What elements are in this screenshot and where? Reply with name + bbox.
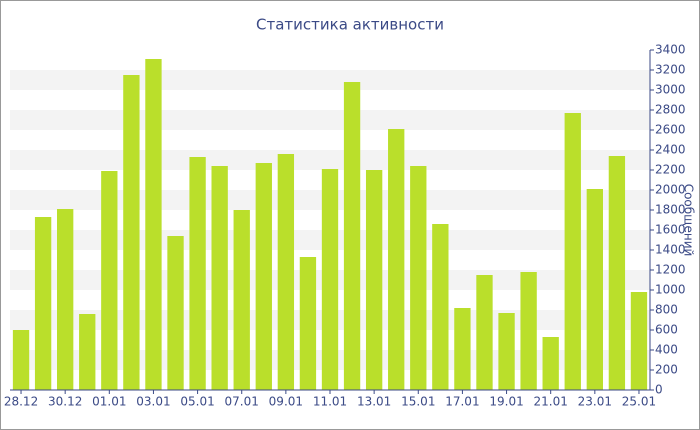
y-tick-label: 1400 [655,243,686,257]
y-tick-label: 1200 [655,263,686,277]
x-tick-label: 03.01 [136,395,170,409]
y-axis-label: Сообщений [682,184,696,257]
y-tick-label: 600 [655,323,678,337]
bar [277,154,295,390]
y-tick-label: 1000 [655,283,686,297]
y-tick-label: 200 [655,363,678,377]
bar [432,224,449,390]
x-tick-label: 30.12 [48,395,82,409]
bar [608,156,626,390]
bar [189,157,206,390]
bar [498,313,515,390]
bar [211,166,228,390]
bar [299,257,317,390]
bar [410,166,427,390]
bar [12,330,30,390]
y-tick-label: 0 [655,383,663,397]
grid-band [10,150,650,170]
y-tick-label: 2400 [655,143,686,157]
bar [34,217,52,390]
bar [57,209,74,390]
x-tick-label: 13.01 [357,395,391,409]
bar [233,210,250,390]
bar [542,337,559,390]
x-tick-label: 25.01 [622,395,656,409]
bar [145,59,162,390]
y-tick-label: 400 [655,343,678,357]
bar [167,236,184,390]
bar [630,292,648,390]
y-tick-label: 2200 [655,163,686,177]
bar [343,82,361,390]
bar [520,272,537,390]
x-tick-label: 01.01 [92,395,126,409]
y-tick-label: 2000 [655,183,686,197]
x-tick-label: 17.01 [445,395,479,409]
y-tick-label: 1800 [655,203,686,217]
bar [454,308,471,390]
y-tick-label: 2600 [655,123,686,137]
bar [79,314,96,390]
y-tick-label: 1600 [655,223,686,237]
x-tick-label: 11.01 [313,395,347,409]
bar [564,113,581,390]
y-tick-label: 3400 [655,43,686,57]
x-tick-label: 23.01 [578,395,612,409]
y-tick-label: 2800 [655,103,686,117]
chart-title: Статистика активности [256,16,444,34]
x-tick-label: 21.01 [534,395,568,409]
x-tick-label: 07.01 [225,395,259,409]
y-tick-label: 800 [655,303,678,317]
x-tick-label: 09.01 [269,395,303,409]
bar [255,163,272,390]
bar [101,171,118,390]
bar [365,170,383,390]
grid-band [10,70,650,90]
y-tick-label: 3000 [655,83,686,97]
x-tick-label: 19.01 [489,395,523,409]
bar [321,169,339,390]
x-tick-label: 28.12 [4,395,38,409]
x-tick-label: 05.01 [180,395,214,409]
bar [388,129,405,390]
bar [476,275,493,390]
y-tick-label: 3200 [655,63,686,77]
bar [123,75,140,390]
x-tick-label: 15.01 [401,395,435,409]
grid-band [10,110,650,130]
bar [586,189,603,390]
